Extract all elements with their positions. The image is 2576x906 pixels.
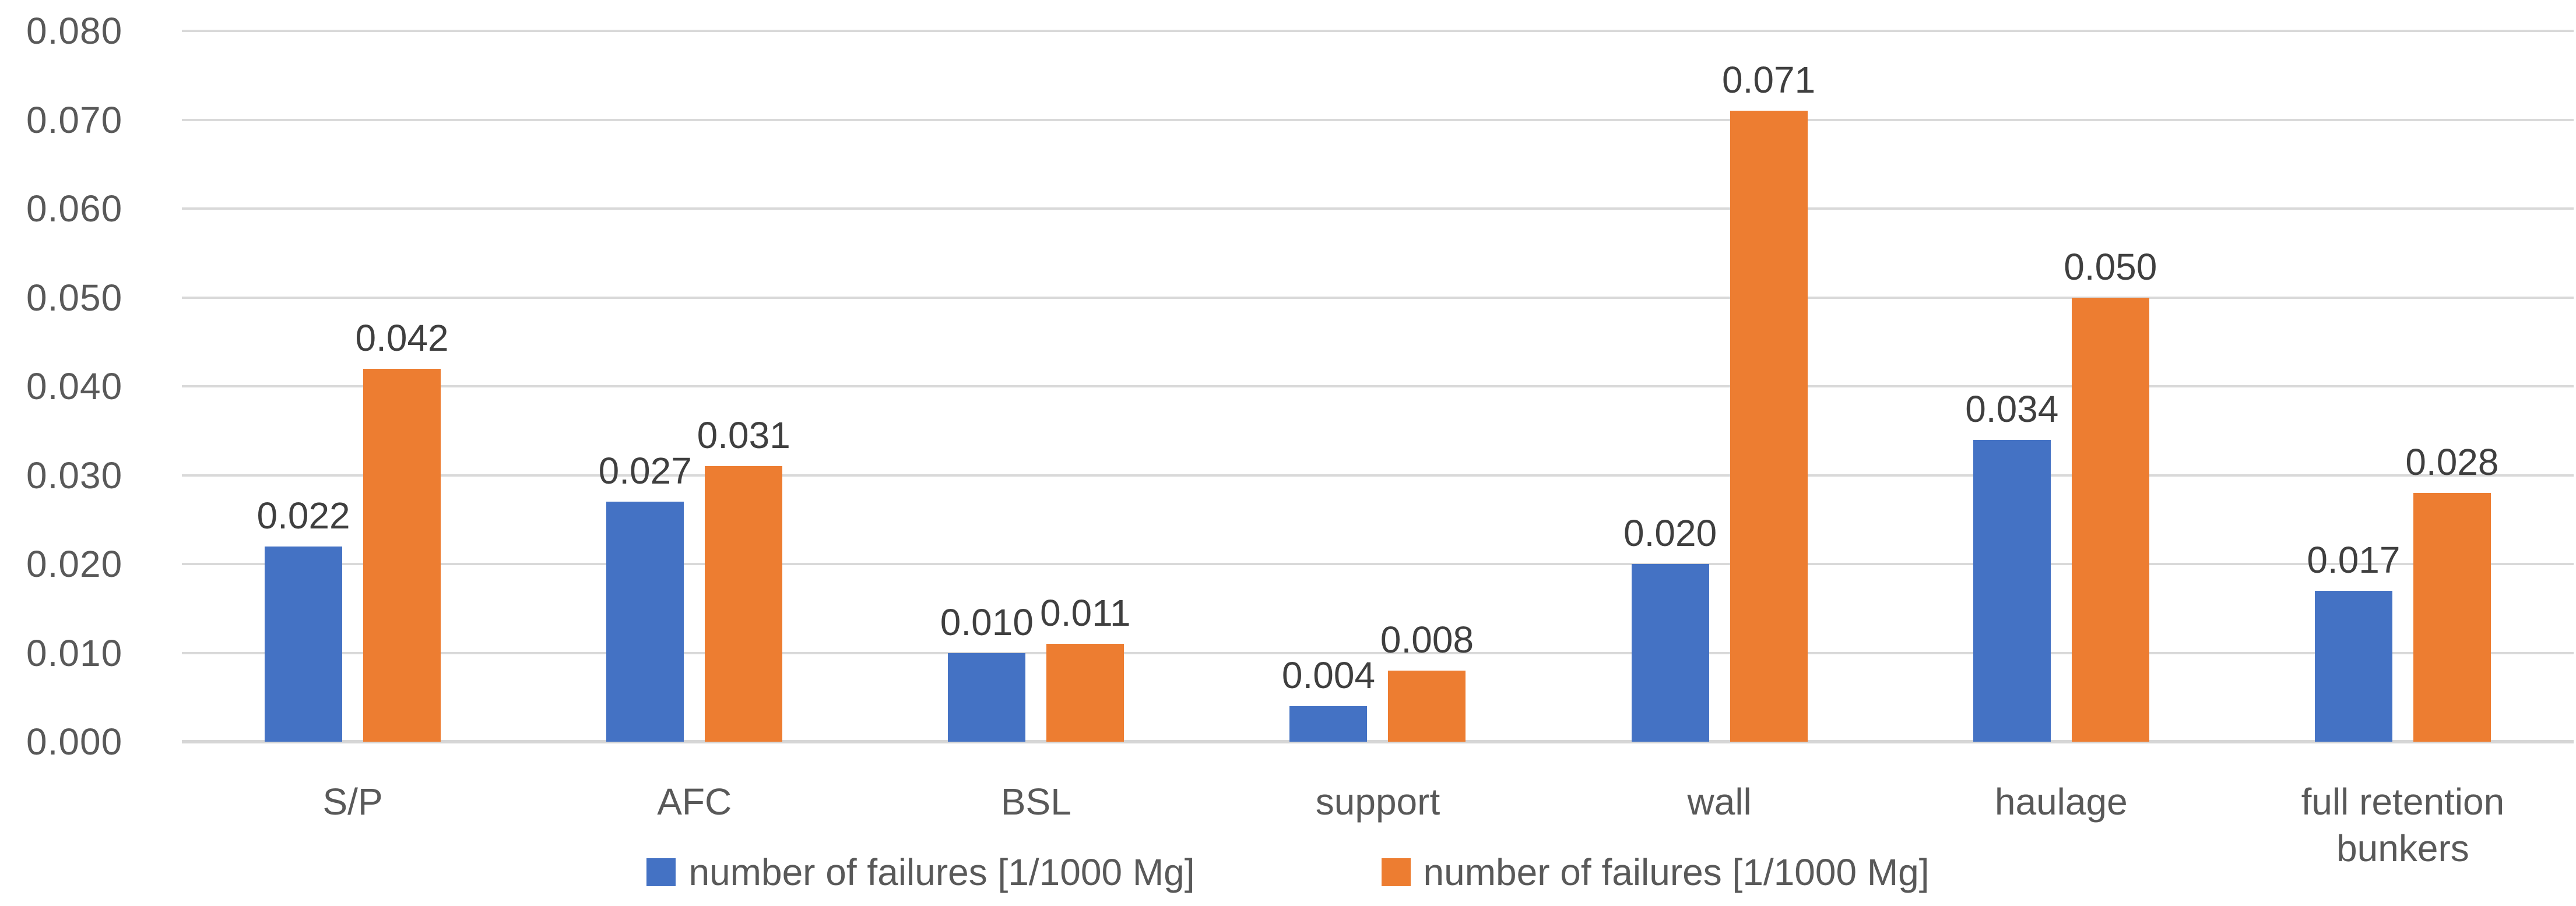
bar-group: 0.010 0.011 <box>865 31 1207 742</box>
bar-value-label: 0.027 <box>598 450 692 492</box>
bar-series-2: 0.050 <box>2064 246 2157 742</box>
legend: number of failures [1/1000 Mg] number of … <box>0 851 2576 894</box>
bar-series-2: 0.071 <box>1722 59 1815 742</box>
bar-group: 0.004 0.008 <box>1207 31 1548 742</box>
bar-group: 0.034 0.050 <box>1890 31 2232 742</box>
y-axis-tick-label: 0.070 <box>26 98 123 141</box>
bar-value-label: 0.034 <box>1965 387 2059 430</box>
bar-series-1: 0.017 <box>2307 539 2400 742</box>
bar-value-label: 0.017 <box>2307 538 2401 581</box>
bar-series-2: 0.031 <box>697 414 790 742</box>
y-axis-tick-label: 0.080 <box>26 10 123 52</box>
x-axis-category-label: haulage <box>1994 781 2128 823</box>
bar-series-1: 0.027 <box>599 450 692 742</box>
bar-series-1: 0.004 <box>1282 654 1375 742</box>
gridline <box>182 385 2574 387</box>
bar-value-label: 0.042 <box>355 316 449 359</box>
gridline <box>182 651 2574 654</box>
bar-group: 0.017 0.028 <box>2232 31 2574 742</box>
bar-value-label: 0.004 <box>1281 654 1376 696</box>
x-axis-category-label: support <box>1315 781 1440 823</box>
bar-group: 0.027 0.031 <box>523 31 865 742</box>
bar-value-label: 0.020 <box>1623 512 1717 554</box>
x-axis-labels: S/P AFC BSL support wall haulage full retentio… <box>182 778 2574 872</box>
legend-entry: number of failures [1/1000 Mg] <box>1381 851 1930 894</box>
x-axis-category-label: BSL <box>1000 781 1071 823</box>
y-axis: 0.080 0.070 0.060 0.050 0.040 0.030 0.020 0.010… <box>26 10 172 763</box>
bar-value-label: 0.011 <box>1040 592 1131 634</box>
x-axis-category-label: S/P <box>322 781 383 823</box>
bar-series-2: 0.008 <box>1380 619 1474 742</box>
bar-value-label: 0.050 <box>2064 245 2157 288</box>
gridline <box>182 474 2574 477</box>
gridline <box>182 118 2574 121</box>
bar-series-1: 0.022 <box>256 495 350 742</box>
bar-group: 0.020 0.071 <box>1549 31 1890 742</box>
bar-value-label: 0.008 <box>1380 619 1474 661</box>
gridline <box>182 207 2574 210</box>
gridline <box>182 30 2574 32</box>
y-axis-tick-label: 0.020 <box>26 543 123 585</box>
y-axis-tick-label: 0.050 <box>26 276 123 319</box>
bar-series-2: 0.011 <box>1040 592 1131 742</box>
bar-series-2: 0.042 <box>355 317 449 742</box>
plot-area: 0.022 0.042 0.027 0.031 0.010 0.011 0.004 0.008… <box>182 30 2574 743</box>
y-axis-tick-label: 0.060 <box>26 188 123 230</box>
legend-label: number of failures [1/1000 Mg] <box>1423 851 1930 893</box>
legend-label: number of failures [1/1000 Mg] <box>688 851 1195 893</box>
bar-series-1: 0.034 <box>1965 388 2058 742</box>
bar-group: 0.022 0.042 <box>182 31 523 742</box>
bar-value-label: 0.028 <box>2405 441 2499 483</box>
legend-marker <box>1381 858 1411 886</box>
bar-value-label: 0.031 <box>697 414 790 457</box>
bar-value-label: 0.071 <box>1722 59 1816 101</box>
y-axis-tick-label: 0.010 <box>26 632 123 674</box>
bar-value-label: 0.022 <box>256 494 350 537</box>
bar-series-1: 0.010 <box>940 601 1034 742</box>
gridline <box>182 296 2574 299</box>
y-axis-tick-label: 0.000 <box>26 721 123 763</box>
bar-groups: 0.022 0.042 0.027 0.031 0.010 0.011 0.004 0.008… <box>182 31 2574 742</box>
x-axis-category-label: full retention bunkers <box>2301 781 2505 869</box>
bar-series-2: 0.028 <box>2405 441 2498 742</box>
y-axis-tick-label: 0.040 <box>26 365 123 407</box>
gridline <box>182 563 2574 565</box>
y-axis-tick-label: 0.030 <box>26 454 123 496</box>
x-axis-line <box>182 740 2574 743</box>
legend-marker <box>646 858 676 886</box>
bar-series-1: 0.020 <box>1623 512 1717 742</box>
x-axis-category-label: wall <box>1687 781 1752 823</box>
bar-value-label: 0.010 <box>940 601 1034 643</box>
legend-entry: number of failures [1/1000 Mg] <box>646 851 1195 894</box>
x-axis-category-label: AFC <box>657 781 732 823</box>
